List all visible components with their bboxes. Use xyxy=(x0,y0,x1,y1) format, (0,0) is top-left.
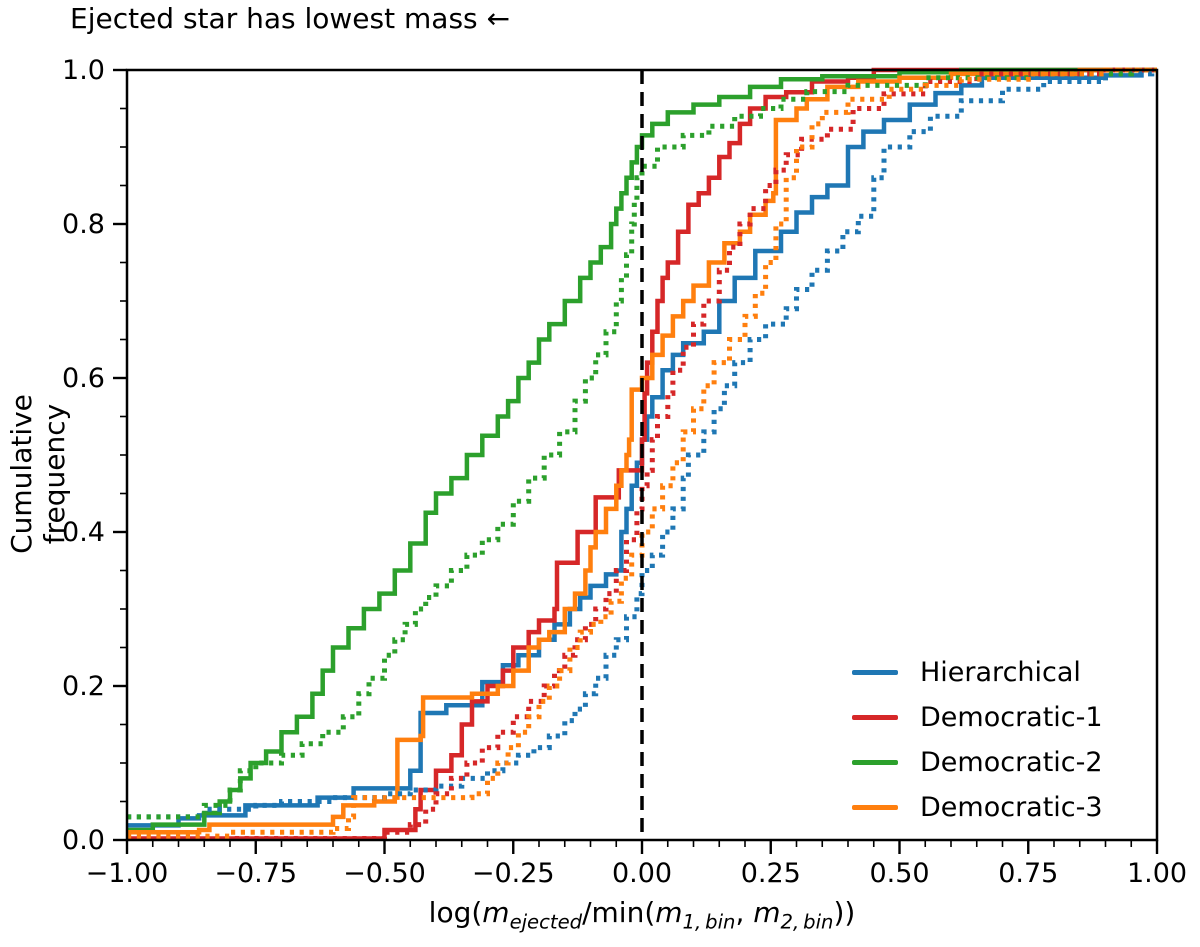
legend-swatch xyxy=(852,760,898,765)
legend-label: Democratic-1 xyxy=(920,702,1103,733)
y-tick-label: 1.0 xyxy=(62,55,105,86)
curve-hierarchical-dotted- xyxy=(127,67,1157,820)
x-tick-label: −0.25 xyxy=(472,858,555,889)
x-tick-label: 0.75 xyxy=(998,858,1058,889)
plot-border xyxy=(125,68,1159,842)
curve-democratic-2 xyxy=(127,67,1157,833)
legend-label: Democratic-2 xyxy=(920,747,1103,778)
legend-item-democratic-3: Democratic-3 xyxy=(852,785,1103,830)
y-tick-label: 0.4 xyxy=(62,517,105,548)
legend-swatch xyxy=(852,670,898,675)
x-tick-label: −1.00 xyxy=(86,858,169,889)
curve-democratic-1-dotted- xyxy=(127,67,1157,841)
x-axis-label: log(mejected/min(m1, bin, m2, bin)) xyxy=(428,896,856,934)
x-tick-label: 0.50 xyxy=(869,858,929,889)
x-tick-label: 1.00 xyxy=(1127,858,1187,889)
y-tick-label: 0.8 xyxy=(62,209,105,240)
curve-democratic-2-dotted- xyxy=(127,67,1157,820)
y-tick-label: 0.6 xyxy=(62,363,105,394)
x-tick-label: 0.00 xyxy=(612,858,672,889)
x-tick-label: 0.25 xyxy=(741,858,801,889)
legend-label: Democratic-3 xyxy=(920,792,1103,823)
legend-item-democratic-1: Democratic-1 xyxy=(852,695,1103,740)
legend-label: Hierarchical xyxy=(920,657,1081,688)
y-axis-label: Cumulative frequency xyxy=(5,394,71,554)
x-tick-label: −0.75 xyxy=(214,858,297,889)
y-tick-label: 0.2 xyxy=(62,671,105,702)
curve-democratic-3 xyxy=(127,67,1157,835)
y-tick-label: 0.0 xyxy=(62,825,105,856)
chart-title: Ejected star has lowest mass ← xyxy=(70,2,510,35)
legend: Hierarchical Democratic-1 Democratic-2 Demo… xyxy=(852,650,1103,830)
legend-swatch xyxy=(852,805,898,810)
legend-item-democratic-2: Democratic-2 xyxy=(852,740,1103,785)
curve-democratic-3-dotted- xyxy=(127,67,1157,839)
x-tick-label: −0.50 xyxy=(343,858,426,889)
legend-swatch xyxy=(852,715,898,720)
legend-item-hierarchical: Hierarchical xyxy=(852,650,1103,695)
